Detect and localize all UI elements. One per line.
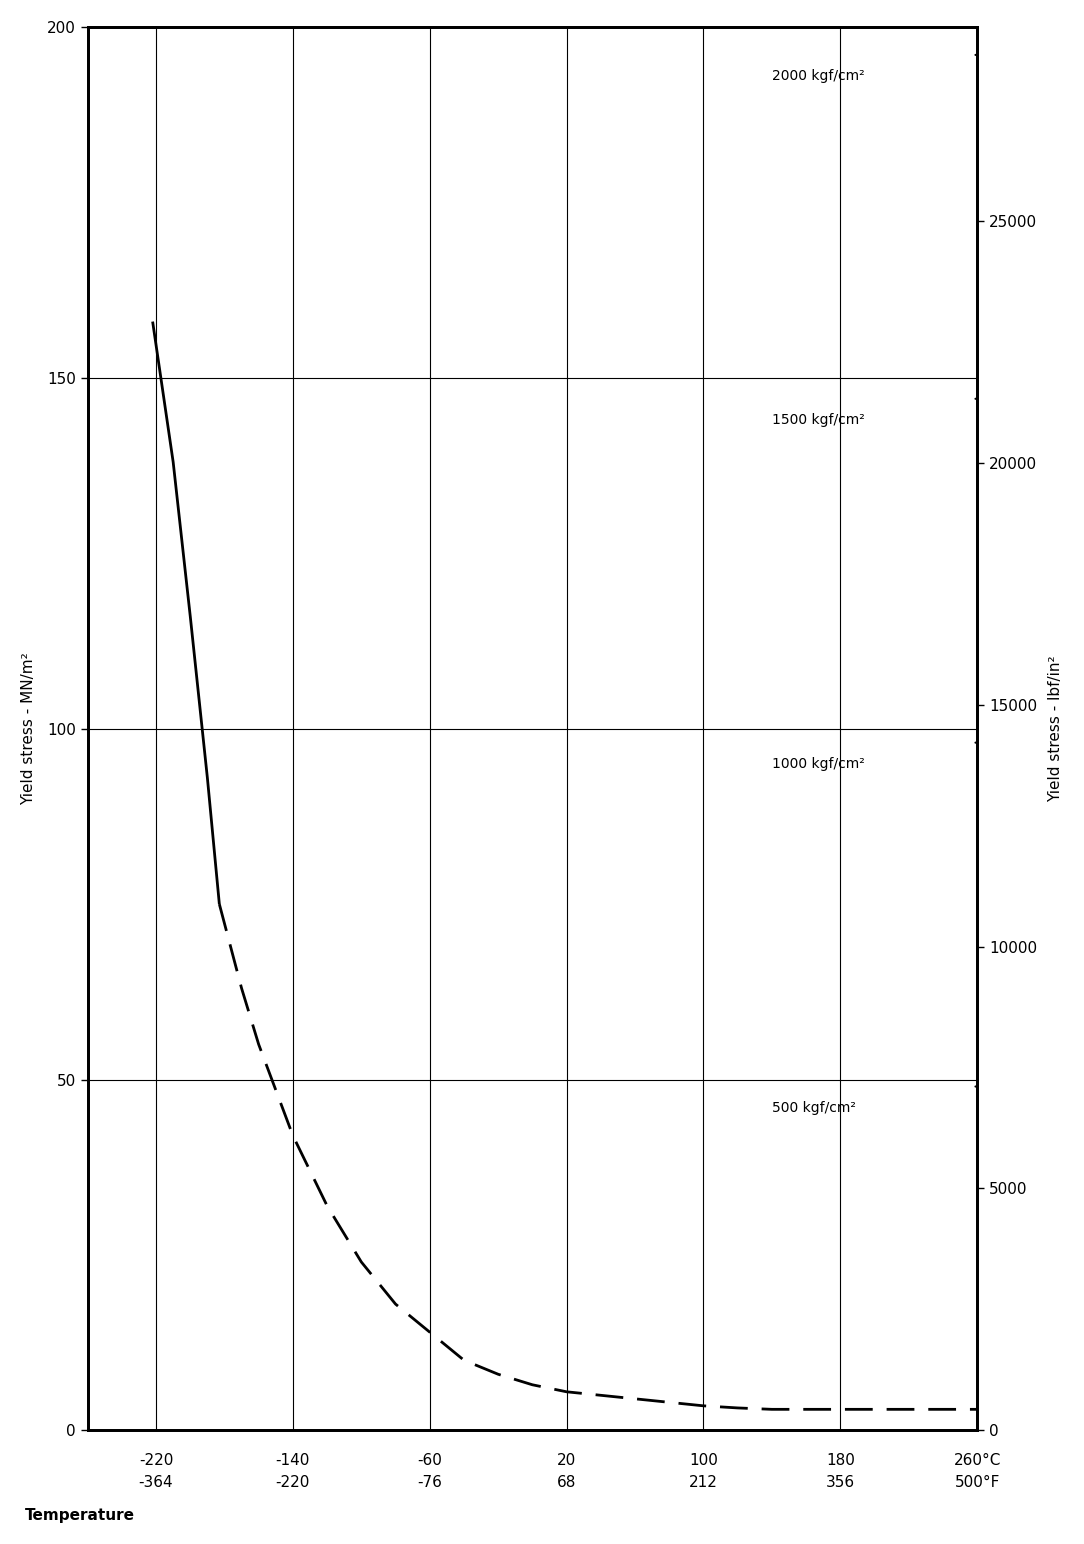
Text: 68: 68 — [557, 1475, 577, 1490]
Text: 212: 212 — [689, 1475, 718, 1490]
Text: -220: -220 — [139, 1453, 173, 1468]
Text: 500 kgf/cm²: 500 kgf/cm² — [772, 1101, 855, 1115]
Text: 500°F: 500°F — [954, 1475, 999, 1490]
Y-axis label: Yield stress - lbf/in²: Yield stress - lbf/in² — [1048, 655, 1063, 801]
Text: -140: -140 — [275, 1453, 310, 1468]
Text: -364: -364 — [139, 1475, 173, 1490]
Text: 260°C: 260°C — [954, 1453, 1001, 1468]
Text: 356: 356 — [826, 1475, 855, 1490]
Text: -76: -76 — [417, 1475, 442, 1490]
Text: 20: 20 — [557, 1453, 577, 1468]
Text: 2000 kgf/cm²: 2000 kgf/cm² — [772, 69, 864, 83]
Text: -220: -220 — [275, 1475, 310, 1490]
Text: Temperature: Temperature — [25, 1508, 136, 1524]
Text: 100: 100 — [689, 1453, 718, 1468]
Text: -60: -60 — [417, 1453, 442, 1468]
Text: 1500 kgf/cm²: 1500 kgf/cm² — [772, 412, 865, 426]
Text: 1000 kgf/cm²: 1000 kgf/cm² — [772, 757, 865, 770]
Y-axis label: Yield stress - MN/m²: Yield stress - MN/m² — [21, 652, 36, 804]
Text: 180: 180 — [826, 1453, 854, 1468]
